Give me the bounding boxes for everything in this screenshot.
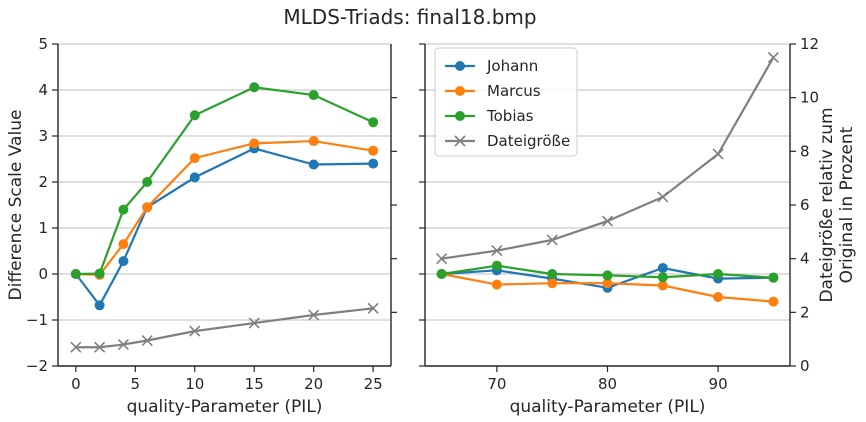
data-point [767,51,779,63]
data-point [189,325,201,337]
data-point [657,263,668,274]
left-panel: −2 −1 0 1 2 3 4 5 0 5 10 15 20 25 quality-Parameter (P… [6,35,397,417]
x-axis-label: quality-Parameter (PIL) [127,397,323,417]
y-tick-label: 5 [38,35,48,53]
data-point [546,234,558,246]
series-line [75,307,374,349]
data-point [189,110,200,121]
data-point [436,253,448,265]
data-point [189,153,200,164]
y-axis-label: Difference Scale Value [6,110,26,301]
legend-box [434,47,578,157]
data-point [768,272,779,283]
data-point [768,296,779,307]
data-point [491,245,503,257]
x-tick-label: 5 [131,375,141,393]
x-tick-label: 70 [487,375,506,393]
right-y-tick-label: 6 [800,196,810,214]
x-tick-label: 90 [709,375,728,393]
data-point [367,302,379,314]
data-point [308,136,319,147]
x-tick-label: 10 [185,375,204,393]
data-point [368,158,379,169]
legend-marker [455,86,465,96]
y-tick-label: 1 [38,219,48,237]
x-tick-label: 80 [598,375,617,393]
y-tick-label: −2 [26,357,48,375]
data-point [657,272,668,283]
legend-label: Dateigröße [487,132,570,150]
legend-marker [455,61,465,71]
data-point [713,269,724,279]
data-point [248,317,260,329]
data-point [713,292,724,302]
data-point [547,269,558,279]
data-point [249,82,260,93]
legend-marker [455,111,465,121]
data-point [117,338,129,351]
x-axis-label: quality-Parameter (PIL) [510,397,706,417]
x-tick-label: 15 [245,375,264,393]
series-line [75,86,374,276]
x-tick-label: 0 [71,375,81,393]
data-point [94,268,105,279]
data-point [368,117,379,128]
data-point [70,269,81,279]
right-y-axis-label: Dateigröße relativ zum [817,107,837,302]
data-point [308,90,319,101]
data-point [118,256,129,267]
data-point [657,280,668,291]
data-point [491,260,502,271]
y-tick-label: −1 [26,311,48,329]
data-point [142,202,153,213]
y-tick-label: 2 [38,173,48,191]
data-point [308,159,319,170]
data-point [547,278,558,289]
right-y-tick-label: 8 [800,142,810,160]
right-y-tick-label: 2 [800,303,810,321]
data-point [142,177,153,187]
right-y-tick-label: 0 [800,357,810,375]
data-point [249,138,260,149]
right-y-tick-label: 10 [800,89,819,107]
x-tick-label: 20 [304,375,323,393]
series-line [75,139,374,277]
series-line [74,147,374,308]
data-point [602,278,613,289]
data-point [189,172,200,183]
data-point [491,279,502,290]
y-tick-label: 0 [38,265,48,283]
y-tick-label: 4 [38,81,48,99]
data-point [368,145,379,156]
data-point [308,309,320,321]
data-point [118,204,129,215]
legend-label: Johann [486,57,538,75]
figure-title: MLDS-Triads: final18.bmp [283,5,536,29]
data-point [601,215,614,227]
data-point [94,300,105,311]
data-point [657,191,669,203]
legend-marker [454,135,466,147]
data-point [118,239,129,250]
y-tick-label: 3 [38,127,48,145]
x-tick-label: 25 [364,375,383,393]
right-y-tick-label: 12 [800,35,819,53]
legend-label: Marcus [487,82,541,100]
data-point [602,270,613,281]
data-point [70,341,82,353]
legend-label: Tobias [486,107,534,125]
data-point [712,148,724,160]
right-y-tick-label: 4 [800,250,810,268]
right-y-axis-label: Original in Prozent [837,126,857,283]
data-point [436,269,447,279]
data-point [141,334,153,347]
data-point [94,341,106,353]
